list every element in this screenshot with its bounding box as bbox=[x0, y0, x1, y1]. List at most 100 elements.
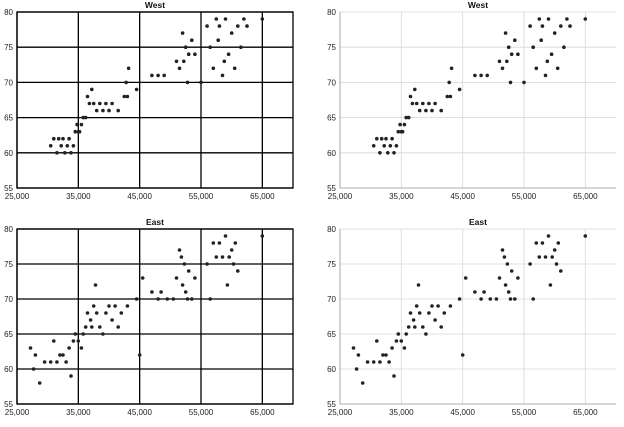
data-point bbox=[52, 339, 56, 343]
data-point bbox=[232, 66, 237, 71]
x-tick-label: 25,000 bbox=[328, 408, 353, 417]
y-tick-label: 70 bbox=[327, 78, 336, 87]
data-point bbox=[183, 290, 188, 294]
data-point bbox=[445, 94, 450, 99]
x-tick-label: 35,000 bbox=[66, 408, 91, 417]
data-point bbox=[427, 311, 431, 315]
y-tick-label: 75 bbox=[4, 260, 13, 269]
data-point bbox=[488, 297, 493, 301]
data-point bbox=[365, 360, 370, 364]
data-point bbox=[137, 353, 142, 357]
chart-title: West bbox=[468, 0, 488, 10]
data-point bbox=[398, 122, 402, 127]
data-point bbox=[98, 101, 102, 106]
data-point bbox=[485, 73, 490, 78]
data-point bbox=[223, 17, 228, 21]
data-point bbox=[124, 80, 128, 85]
data-point bbox=[113, 304, 117, 308]
data-point bbox=[171, 297, 176, 301]
chart-title: West bbox=[145, 0, 165, 10]
data-point bbox=[69, 374, 73, 378]
data-point bbox=[183, 45, 188, 49]
data-point bbox=[516, 276, 520, 280]
data-point bbox=[416, 283, 421, 287]
data-point bbox=[85, 94, 90, 99]
data-point bbox=[559, 24, 563, 28]
data-point bbox=[231, 262, 236, 266]
data-point bbox=[79, 122, 84, 127]
data-point bbox=[388, 144, 393, 148]
data-point bbox=[392, 374, 396, 378]
data-point bbox=[222, 59, 227, 64]
data-point bbox=[122, 94, 127, 99]
data-point bbox=[71, 339, 76, 343]
x-tick-label: 25,000 bbox=[5, 192, 30, 201]
y-tick-label: 75 bbox=[4, 43, 13, 52]
x-tick-label: 35,000 bbox=[389, 408, 414, 417]
data-point bbox=[107, 108, 111, 113]
data-point bbox=[211, 241, 216, 245]
data-point bbox=[396, 129, 401, 134]
data-point bbox=[226, 52, 231, 56]
data-point bbox=[98, 325, 102, 329]
data-point bbox=[159, 290, 163, 294]
data-point bbox=[433, 318, 437, 322]
data-point bbox=[384, 136, 388, 141]
data-point bbox=[182, 262, 187, 266]
data-point bbox=[439, 108, 444, 113]
data-point bbox=[386, 151, 390, 155]
data-point bbox=[236, 269, 240, 273]
data-point bbox=[94, 108, 99, 113]
data-point bbox=[88, 318, 93, 322]
data-point bbox=[442, 311, 447, 315]
data-point bbox=[502, 255, 507, 259]
data-point bbox=[233, 241, 238, 245]
data-point bbox=[63, 151, 67, 155]
data-point bbox=[31, 367, 36, 371]
y-tick-label: 75 bbox=[327, 43, 336, 52]
data-point bbox=[540, 241, 545, 245]
data-point bbox=[150, 73, 154, 78]
data-point bbox=[500, 66, 505, 71]
data-point bbox=[65, 144, 70, 148]
data-point bbox=[400, 129, 405, 134]
data-point bbox=[399, 339, 404, 343]
data-point bbox=[77, 129, 82, 134]
data-point bbox=[404, 332, 409, 336]
data-point bbox=[508, 80, 513, 85]
data-point bbox=[497, 276, 502, 280]
y-tick-label: 65 bbox=[327, 330, 336, 339]
data-point bbox=[28, 346, 33, 350]
data-point bbox=[91, 304, 96, 308]
x-tick-label: 25,000 bbox=[328, 192, 353, 201]
data-point bbox=[174, 59, 179, 64]
data-point bbox=[537, 17, 542, 21]
data-point bbox=[537, 255, 542, 259]
data-point bbox=[531, 297, 535, 301]
data-point bbox=[433, 101, 437, 106]
data-point bbox=[414, 304, 419, 308]
data-point bbox=[556, 241, 561, 245]
data-point bbox=[37, 381, 42, 385]
data-point bbox=[42, 360, 47, 364]
data-point bbox=[71, 144, 76, 148]
data-point bbox=[93, 283, 98, 287]
data-point bbox=[479, 73, 483, 78]
data-point bbox=[508, 297, 513, 301]
data-point bbox=[404, 115, 409, 120]
data-point bbox=[91, 101, 96, 106]
data-point bbox=[116, 325, 120, 329]
data-point bbox=[516, 52, 520, 56]
data-point bbox=[531, 45, 535, 49]
x-tick-label: 55,000 bbox=[189, 192, 214, 201]
x-tick-label: 65,000 bbox=[250, 408, 275, 417]
data-point bbox=[390, 346, 394, 350]
y-tick-label: 70 bbox=[4, 78, 13, 87]
data-point bbox=[185, 80, 190, 85]
data-point bbox=[562, 45, 566, 49]
data-point bbox=[505, 59, 509, 64]
plot-frame bbox=[16, 228, 294, 405]
data-point bbox=[448, 304, 453, 308]
data-point bbox=[500, 248, 505, 252]
data-point bbox=[177, 66, 182, 71]
